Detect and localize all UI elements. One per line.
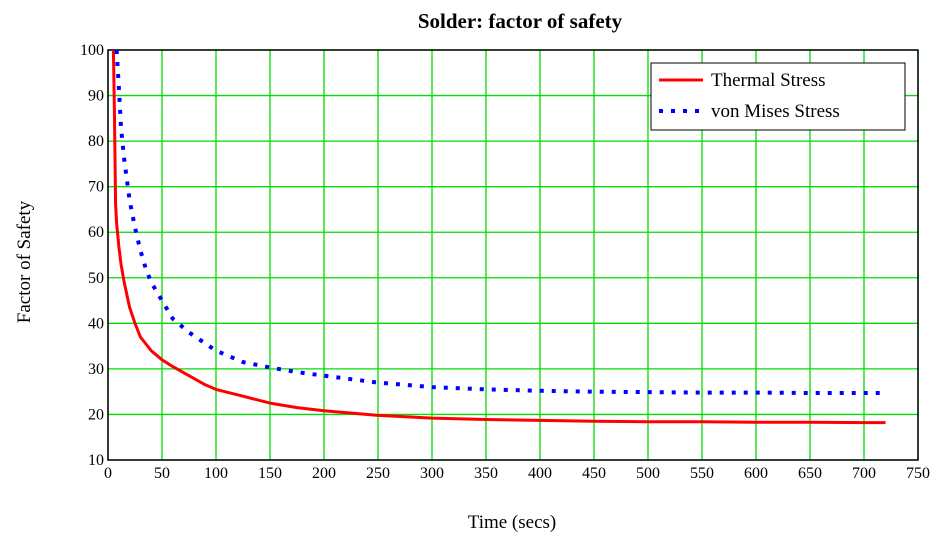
y-axis-label: Factor of Safety	[14, 200, 35, 323]
x-tick-label-350: 350	[474, 465, 498, 482]
y-tick-label-80: 80	[88, 133, 104, 150]
x-tick-label-500: 500	[636, 465, 660, 482]
x-tick-label-0: 0	[104, 465, 112, 482]
x-tick-label-250: 250	[366, 465, 390, 482]
plot-frame	[107, 49, 919, 461]
x-tick-label-200: 200	[312, 465, 336, 482]
y-tick-label-70: 70	[88, 179, 104, 196]
chart-title: Solder: factor of safety	[418, 9, 623, 33]
x-tick-label-750: 750	[906, 465, 930, 482]
axis-ticks: 0 50 100 150 200 250 300 350 400 450 500 550 600 650 7…	[80, 42, 930, 482]
x-tick-label-700: 700	[852, 465, 876, 482]
x-tick-label-550: 550	[690, 465, 714, 482]
x-tick-label-600: 600	[744, 465, 768, 482]
series-group	[111, 49, 886, 425]
y-tick-label-40: 40	[88, 315, 104, 332]
series-line-thermal-stress	[111, 49, 886, 425]
x-tick-label-400: 400	[528, 465, 552, 482]
x-axis-label: Time (secs)	[468, 512, 557, 533]
y-tick-label-20: 20	[88, 406, 104, 423]
legend: Thermal Stress von Mises Stress	[650, 62, 906, 131]
y-tick-label-10: 10	[88, 452, 104, 469]
y-tick-label-50: 50	[88, 270, 104, 287]
y-tick-label-100: 100	[80, 42, 104, 59]
y-tick-label-30: 30	[88, 361, 104, 378]
y-tick-label-90: 90	[88, 88, 104, 105]
y-tick-label-60: 60	[88, 224, 104, 241]
x-tick-label-450: 450	[582, 465, 606, 482]
series-line-von-mises-stress	[114, 49, 886, 395]
x-tick-label-150: 150	[258, 465, 282, 482]
x-tick-label-100: 100	[204, 465, 228, 482]
x-tick-label-50: 50	[154, 465, 170, 482]
x-tick-label-650: 650	[798, 465, 822, 482]
legend-label-von-mises-stress: von Mises Stress	[711, 101, 840, 122]
legend-label-thermal-stress: Thermal Stress	[711, 70, 826, 91]
x-tick-label-300: 300	[420, 465, 444, 482]
legend-box	[650, 62, 906, 131]
